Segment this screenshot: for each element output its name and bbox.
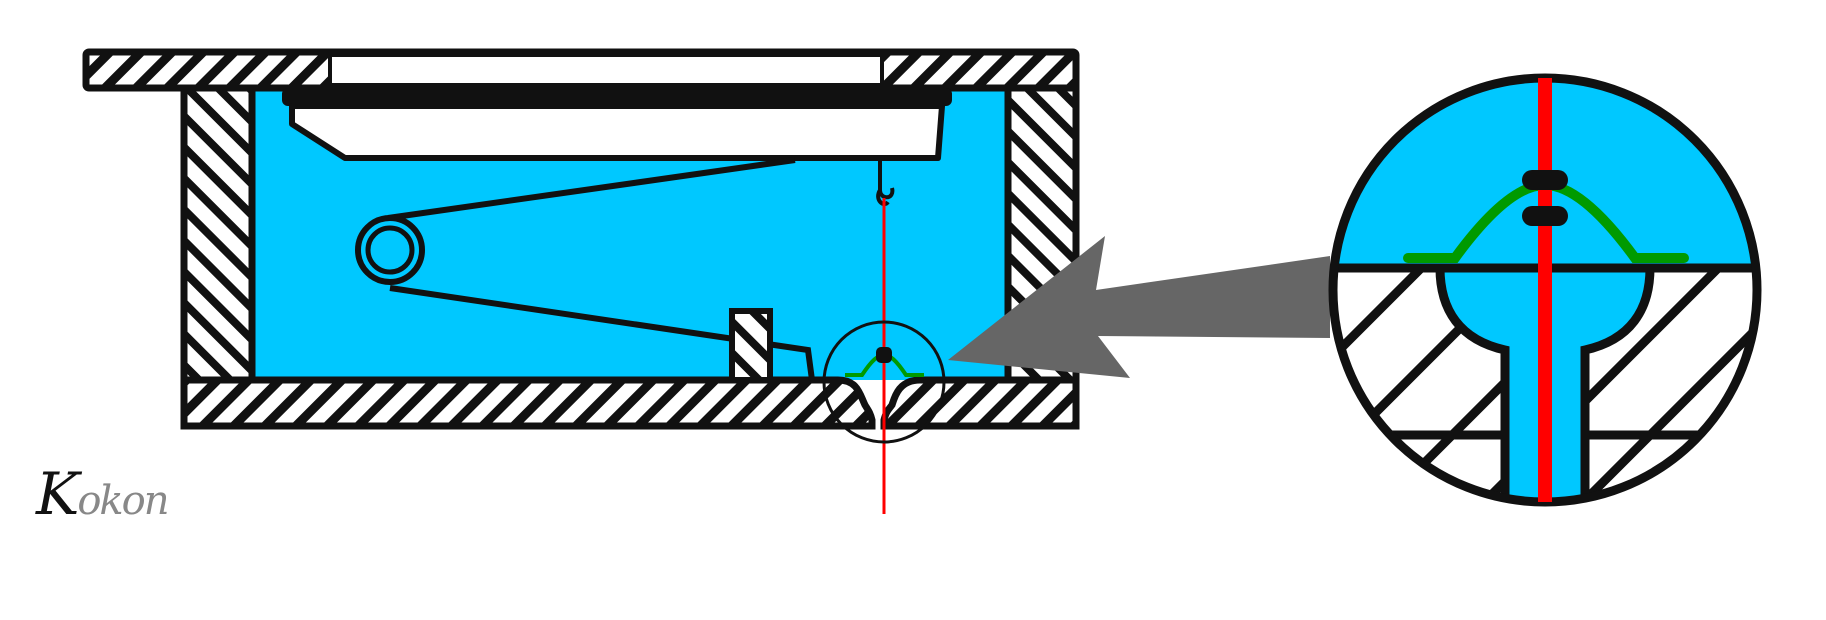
stop-post bbox=[729, 308, 773, 383]
signature-initial: K bbox=[36, 460, 79, 528]
spring-clip-top bbox=[1522, 170, 1568, 190]
bottom-plate-left bbox=[180, 376, 876, 430]
spring-clip-bottom bbox=[1522, 206, 1568, 226]
hinge-pin bbox=[365, 225, 415, 275]
signature-rest: okon bbox=[77, 478, 169, 524]
detail-circle-small bbox=[822, 320, 946, 444]
hook bbox=[876, 160, 895, 207]
lid-body bbox=[289, 103, 945, 161]
bottom-plate-right bbox=[880, 376, 1080, 430]
left-wall bbox=[180, 84, 256, 384]
top-plate-window bbox=[328, 53, 884, 87]
lever-arm bbox=[387, 157, 815, 381]
artist-signature: Kokon bbox=[36, 460, 170, 528]
spring-clip-small bbox=[876, 347, 892, 363]
lid-bar bbox=[282, 88, 952, 106]
pointer-arrow bbox=[948, 236, 1330, 378]
